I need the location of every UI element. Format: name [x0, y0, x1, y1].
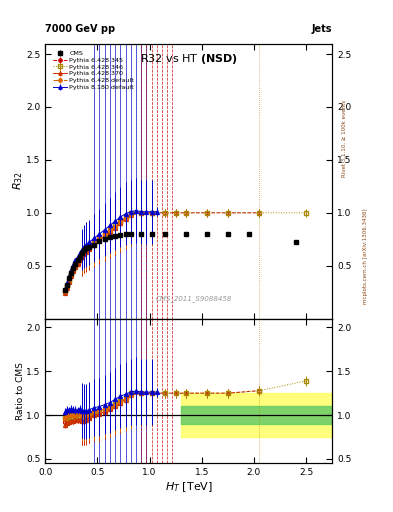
Text: R32 vs HT $\mathbf{(NSD)}$: R32 vs HT $\mathbf{(NSD)}$ [140, 52, 237, 66]
Y-axis label: $R_{32}$: $R_{32}$ [11, 172, 25, 190]
Legend: CMS, Pythia 6.428 345, Pythia 6.428 346, Pythia 6.428 370, Pythia 6.428 default,: CMS, Pythia 6.428 345, Pythia 6.428 346,… [51, 50, 135, 91]
Text: Rivet 3.1.10, ≥ 100k events: Rivet 3.1.10, ≥ 100k events [342, 100, 346, 177]
Text: mcplots.cern.ch [arXiv:1306.3436]: mcplots.cern.ch [arXiv:1306.3436] [363, 208, 368, 304]
Text: Jets: Jets [312, 24, 332, 34]
X-axis label: $H_{T}$ [TeV]: $H_{T}$ [TeV] [165, 480, 213, 494]
Y-axis label: Ratio to CMS: Ratio to CMS [16, 362, 25, 420]
Text: CMS_2011_S9088458: CMS_2011_S9088458 [156, 295, 233, 302]
Text: 7000 GeV pp: 7000 GeV pp [45, 24, 115, 34]
